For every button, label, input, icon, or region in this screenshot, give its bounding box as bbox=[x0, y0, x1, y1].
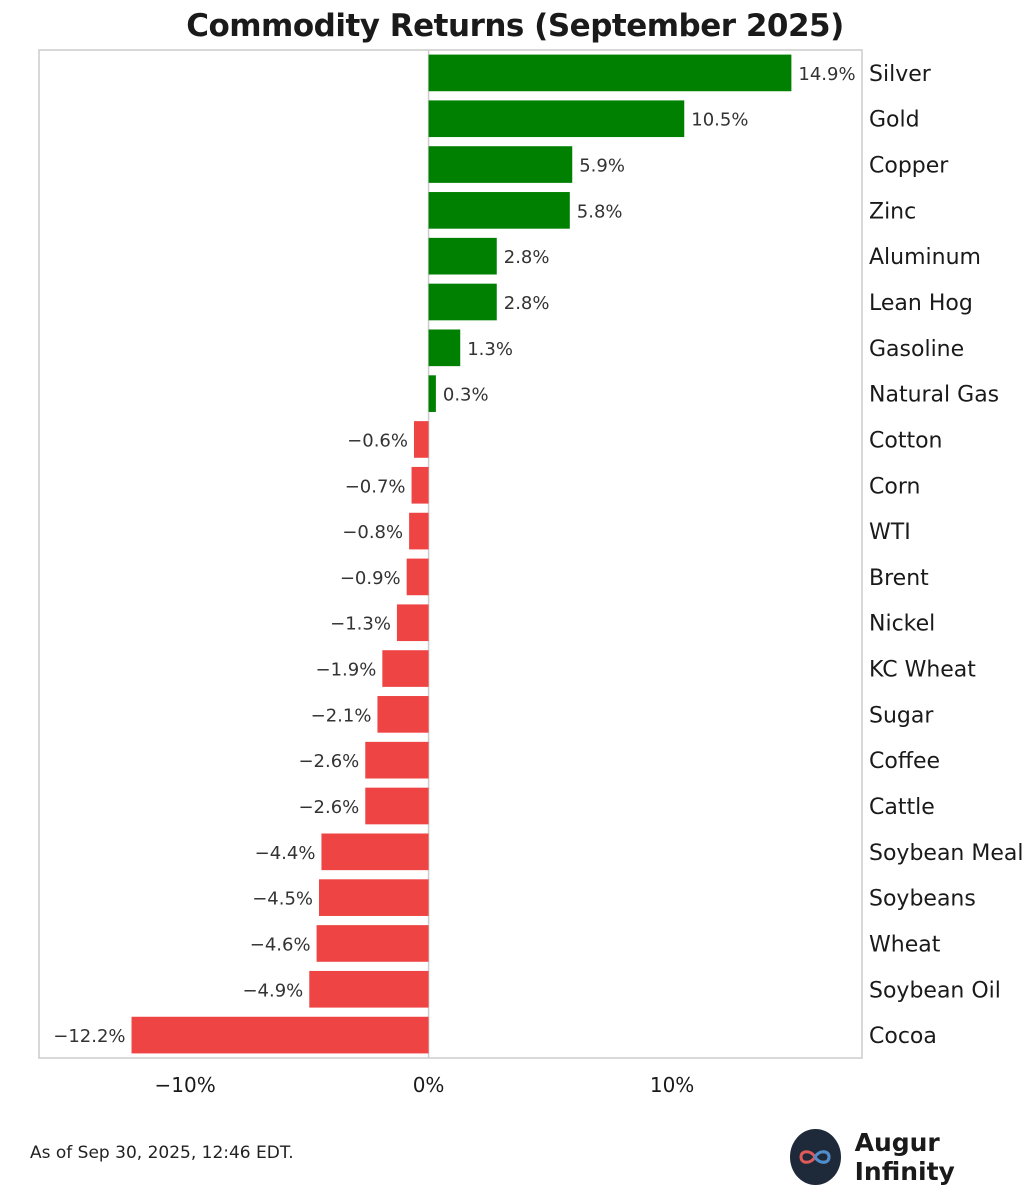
bar-aluminum bbox=[428, 237, 497, 275]
data-label: −0.7% bbox=[345, 476, 406, 497]
data-label: −1.9% bbox=[316, 660, 377, 681]
category-label: WTI bbox=[869, 520, 911, 545]
category-label: Soybean Meal bbox=[869, 841, 1023, 866]
bar-soybean-oil bbox=[309, 970, 429, 1008]
bar-zinc bbox=[428, 192, 570, 229]
footnote: As of Sep 30, 2025, 12:46 EDT. bbox=[30, 1143, 294, 1163]
category-label: Zinc bbox=[869, 199, 916, 224]
category-label: Natural Gas bbox=[869, 383, 999, 408]
bar-cocoa bbox=[131, 1016, 429, 1054]
data-label: 2.8% bbox=[504, 247, 550, 268]
category-label: Gold bbox=[869, 108, 920, 133]
bar-cattle bbox=[365, 787, 429, 825]
bar-lean-hog bbox=[428, 283, 497, 321]
infinity-icon bbox=[790, 1129, 841, 1185]
bar-coffee bbox=[365, 741, 429, 779]
brand: Augur Infinity bbox=[790, 1128, 1030, 1186]
bar-silver bbox=[428, 54, 792, 92]
category-label: KC Wheat bbox=[869, 658, 976, 683]
bar-soybeans bbox=[319, 879, 429, 916]
data-label: 2.8% bbox=[504, 293, 550, 314]
category-label: Silver bbox=[869, 62, 932, 87]
category-label: Cattle bbox=[869, 795, 935, 820]
data-label: −2.1% bbox=[311, 705, 372, 726]
category-label: Cotton bbox=[869, 428, 942, 453]
bar-cotton bbox=[413, 421, 429, 458]
bar-corn bbox=[411, 466, 429, 504]
bar-wheat bbox=[316, 925, 429, 962]
plot-frame bbox=[38, 49, 863, 1059]
category-label: Copper bbox=[869, 154, 949, 179]
bar-chart: 14.9% Silver 10.5% Gold 5.9% Copper 5.8% Zinc 2.… bbox=[38, 49, 1023, 1097]
data-label: −0.8% bbox=[342, 522, 403, 543]
category-label: Aluminum bbox=[869, 245, 981, 270]
category-label: Cocoa bbox=[869, 1024, 937, 1049]
category-label: Lean Hog bbox=[869, 291, 973, 316]
data-label: 0.3% bbox=[443, 385, 489, 406]
category-label: Nickel bbox=[869, 612, 935, 637]
bar-nickel bbox=[396, 604, 429, 642]
data-label: −4.6% bbox=[250, 934, 311, 955]
x-tick-label: 0% bbox=[413, 1073, 445, 1097]
data-label: 5.8% bbox=[577, 201, 623, 222]
chart-title: Commodity Returns (September 2025) bbox=[186, 8, 844, 44]
category-label: Corn bbox=[869, 474, 920, 499]
bar-gold bbox=[428, 100, 685, 138]
category-label: Coffee bbox=[869, 749, 940, 774]
data-label: 14.9% bbox=[798, 64, 855, 85]
bar-soybean-meal bbox=[321, 833, 429, 871]
category-label: Soybean Oil bbox=[869, 978, 1001, 1003]
data-label: −4.4% bbox=[255, 843, 316, 864]
data-label: −2.6% bbox=[298, 751, 359, 772]
data-label: −1.3% bbox=[330, 614, 391, 635]
data-label: −4.5% bbox=[252, 889, 313, 910]
bar-sugar bbox=[377, 696, 429, 733]
category-label: Wheat bbox=[869, 932, 941, 957]
bar-copper bbox=[428, 146, 573, 183]
bar-gasoline bbox=[428, 329, 461, 367]
x-tick-label: 10% bbox=[650, 1073, 694, 1097]
data-label: 10.5% bbox=[691, 110, 748, 131]
category-label: Soybeans bbox=[869, 887, 976, 912]
category-label: Brent bbox=[869, 566, 929, 591]
category-label: Gasoline bbox=[869, 337, 964, 362]
data-label: 5.9% bbox=[579, 156, 625, 177]
data-label: −0.6% bbox=[347, 430, 408, 451]
bar-natural-gas bbox=[428, 375, 436, 412]
category-label: Sugar bbox=[869, 703, 934, 728]
brand-name: Augur Infinity bbox=[854, 1128, 955, 1186]
data-label: 1.3% bbox=[467, 339, 513, 360]
data-label: −4.9% bbox=[242, 980, 303, 1001]
bar-wti bbox=[409, 512, 429, 550]
bar-brent bbox=[406, 558, 429, 596]
bar-kc-wheat bbox=[382, 650, 429, 687]
data-label: −12.2% bbox=[53, 1026, 125, 1047]
data-label: −0.9% bbox=[340, 568, 401, 589]
x-tick-label: −10% bbox=[154, 1073, 215, 1097]
data-label: −2.6% bbox=[298, 797, 359, 818]
